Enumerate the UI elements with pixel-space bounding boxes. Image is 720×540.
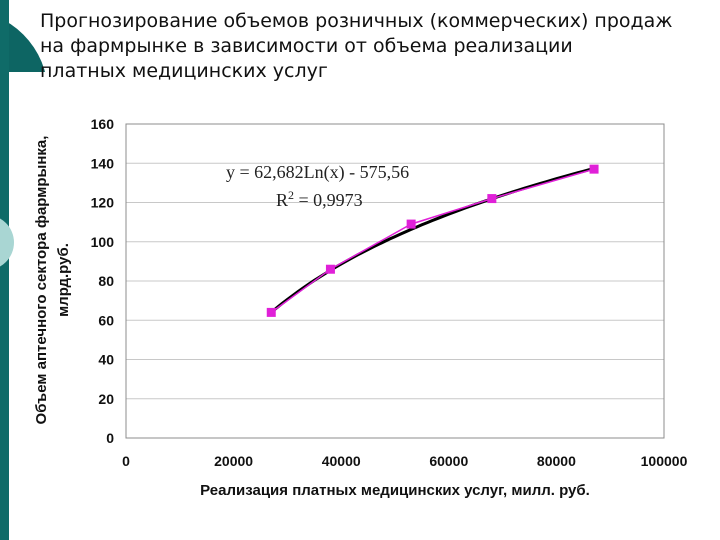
x-tick-label: 40000 xyxy=(322,453,361,469)
r-squared-prefix: R xyxy=(276,190,288,210)
x-tick-label: 60000 xyxy=(429,453,468,469)
r-squared-value: = 0,9973 xyxy=(294,190,363,210)
x-tick-label: 0 xyxy=(122,453,130,469)
x-tick-label: 80000 xyxy=(537,453,576,469)
y-axis-title: Объем аптечного сектора фармрынка, млрд.р… xyxy=(33,136,72,425)
y-tick-label: 140 xyxy=(91,155,115,171)
x-axis-title: Реализация платных медицинских услуг, ми… xyxy=(200,482,590,499)
decor-bar xyxy=(0,0,9,540)
y-axis-title-line-2: млрд.руб. xyxy=(55,243,72,317)
plot-area xyxy=(125,123,665,439)
y-tick-label: 80 xyxy=(98,273,114,289)
data-point xyxy=(406,219,416,229)
y-tick-label: 160 xyxy=(91,116,115,132)
data-point xyxy=(589,164,599,174)
data-point xyxy=(266,307,276,317)
y-axis-title-line-1: Объем аптечного сектора фармрынка, xyxy=(33,136,50,425)
x-tick-label: 100000 xyxy=(641,453,688,469)
title-line-2: на фармрынке в зависимости от объема реа… xyxy=(40,35,573,57)
x-tick-labels: 0 20000 40000 60000 80000 100000 xyxy=(122,453,687,469)
title-line-3: платных медицинских услуг xyxy=(40,60,328,82)
y-tick-label: 120 xyxy=(91,195,115,211)
y-tick-label: 40 xyxy=(98,352,114,368)
slide-title: Прогнозирование объемов розничных (комме… xyxy=(40,9,710,84)
y-tick-label: 60 xyxy=(98,312,114,328)
r-squared-sup: 2 xyxy=(288,188,294,202)
y-tick-label: 20 xyxy=(98,391,114,407)
y-tick-label: 100 xyxy=(91,234,115,250)
marker-layer xyxy=(266,164,599,317)
y-tick-labels: 0 20 40 60 80 100 120 140 160 xyxy=(91,116,115,446)
trend-equation: y = 62,682Ln(x) - 575,56 xyxy=(226,162,409,183)
data-point xyxy=(325,264,335,274)
data-point xyxy=(487,194,497,204)
y-tick-label: 0 xyxy=(106,430,114,446)
r-squared: R2 = 0,9973 xyxy=(276,188,363,210)
title-line-1: Прогнозирование объемов розничных (комме… xyxy=(40,10,673,32)
slide-decoration xyxy=(0,0,48,540)
x-tick-label: 20000 xyxy=(214,453,253,469)
decor-notch xyxy=(9,72,48,272)
